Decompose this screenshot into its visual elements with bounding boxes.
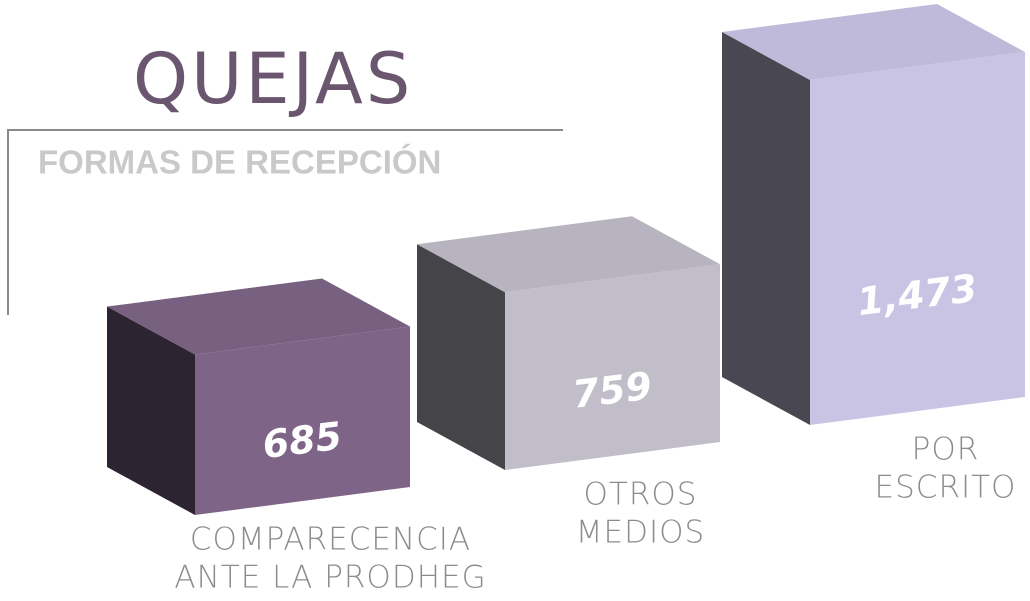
- box-top: [417, 216, 720, 293]
- box-front: [505, 264, 720, 470]
- category-label: ESCRITO: [875, 470, 1017, 506]
- box-side: [107, 306, 195, 515]
- value-label: 759: [570, 364, 654, 417]
- box-side: [417, 244, 505, 470]
- box: [417, 216, 720, 470]
- box-top: [722, 4, 1025, 80]
- chart-subtitle: FORMAS DE RECEPCIÓN: [38, 144, 441, 181]
- box: [722, 4, 1025, 425]
- category-label: POR: [912, 432, 980, 468]
- box-front: [810, 52, 1025, 425]
- value-label: 685: [260, 414, 344, 467]
- box-top: [107, 278, 410, 355]
- category-label: COMPARECENCIA: [190, 522, 471, 558]
- box: [107, 278, 410, 515]
- category-label: MEDIOS: [576, 515, 705, 551]
- category-label: ANTE LA PRODHEG: [174, 560, 486, 596]
- box-front: [195, 326, 410, 515]
- chart-title: QUEJAS: [133, 38, 413, 120]
- category-label: OTROS: [584, 477, 698, 513]
- frame-line: [7, 129, 563, 315]
- box-side: [722, 32, 810, 425]
